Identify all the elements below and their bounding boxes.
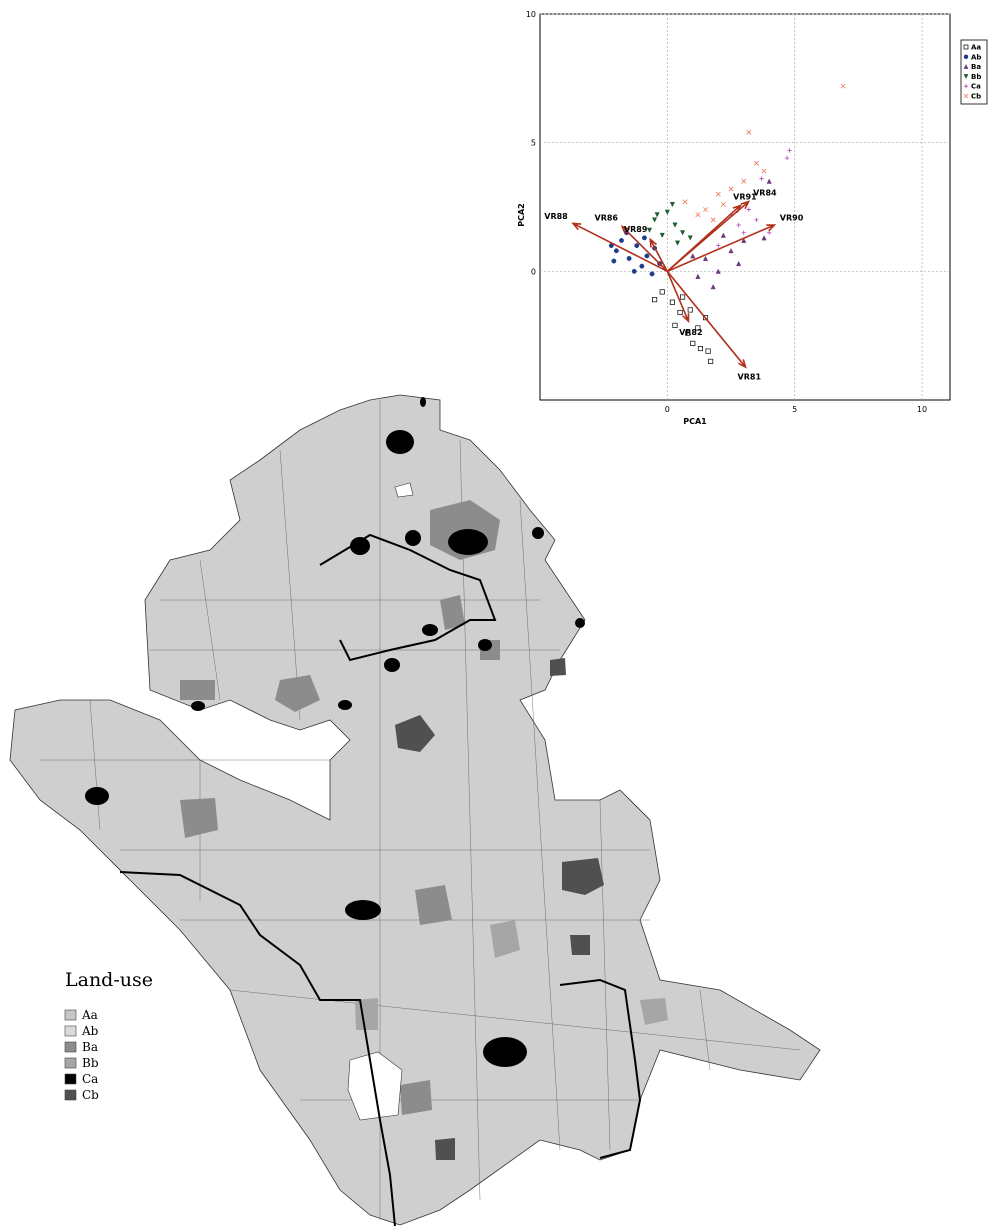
point	[688, 308, 692, 312]
y-tick-label: 0	[531, 267, 536, 276]
point	[698, 346, 702, 350]
legend-label: Cb	[82, 1088, 99, 1102]
loading-label: VR88	[544, 212, 568, 221]
map	[10, 395, 820, 1226]
point	[678, 310, 682, 314]
point	[645, 254, 649, 258]
point	[706, 349, 710, 353]
legend-label: Ba	[82, 1040, 98, 1054]
legend-marker	[964, 55, 968, 59]
y-axis-title: PCA2	[517, 203, 526, 227]
legend-label: Ca	[82, 1072, 98, 1086]
loading-label: VR82	[679, 328, 702, 337]
x-axis-title: PCA1	[683, 417, 707, 426]
legend-swatch	[65, 1074, 76, 1084]
point	[614, 249, 618, 253]
legend-label: Ab	[81, 1024, 99, 1038]
loading-label: VR84	[753, 189, 777, 198]
point	[632, 269, 636, 273]
point	[708, 359, 712, 363]
legend-title: Land-use	[65, 969, 153, 991]
legend-label: Aa	[971, 44, 981, 52]
point	[619, 238, 623, 242]
point	[612, 259, 616, 263]
legend-label: Ab	[971, 53, 981, 61]
x-tick-label: 10	[917, 405, 927, 414]
map-legend: Land-use Aa Ab Ba Bb Ca Cb	[65, 969, 153, 1102]
legend-swatch	[65, 1026, 76, 1036]
legend-swatch	[65, 1010, 76, 1020]
pca-biplot: 05100510PCA1PCA2VR88VR86VR89VR91VR84VR90…	[517, 10, 987, 426]
point	[652, 297, 656, 301]
legend-label: Aa	[81, 1008, 98, 1022]
legend-label: Ba	[971, 63, 981, 71]
legend-swatch	[65, 1042, 76, 1052]
page: {"chart_data": {"type": "scatter", "x_la…	[0, 0, 989, 1226]
point	[680, 295, 684, 299]
point	[642, 236, 646, 240]
legend-swatch	[65, 1090, 76, 1100]
loading-label: VR86	[595, 213, 619, 222]
legend-swatch	[65, 1058, 76, 1068]
point	[640, 264, 644, 268]
legend-label: Cb	[971, 93, 981, 101]
point	[635, 243, 639, 247]
y-tick-label: 10	[526, 10, 536, 19]
point	[670, 300, 674, 304]
x-tick-label: 0	[665, 405, 670, 414]
legend-marker	[964, 45, 968, 49]
point	[627, 256, 631, 260]
loading-label: VR89	[624, 225, 648, 234]
x-tick-label: 5	[792, 405, 797, 414]
point	[660, 290, 664, 294]
y-tick-label: 5	[531, 139, 536, 148]
point	[650, 272, 654, 276]
point	[673, 323, 677, 327]
loading-label: VR81	[738, 373, 762, 382]
legend-label: Bb	[971, 73, 981, 81]
legend-label: Ca	[971, 83, 981, 91]
point	[691, 341, 695, 345]
loading-label: VR90	[780, 214, 804, 223]
legend-label: Bb	[82, 1056, 99, 1070]
figure: Land-use AaAbBaBbCaCb 05100510PCA1PCA2VR…	[0, 0, 989, 1226]
